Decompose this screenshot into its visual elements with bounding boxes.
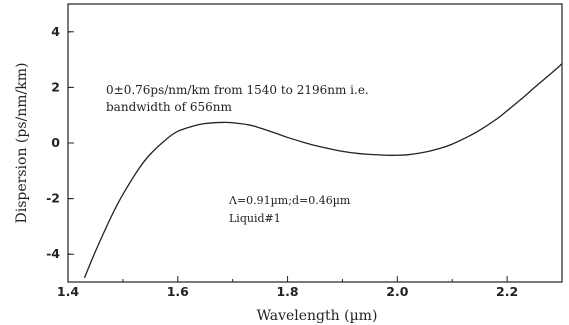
axes <box>67 3 563 283</box>
params-annotation-line-1: Λ=0.91µm;d=0.46µm <box>228 194 351 207</box>
plot-frame <box>67 3 563 283</box>
x-tick-label: 1.6 <box>167 284 189 299</box>
bandwidth-annotation-line-1: 0±0.76ps/nm/km from 1540 to 2196nm i.e. <box>106 83 369 97</box>
series-line-0 <box>83 63 563 279</box>
params-annotation-line-2: Liquid#1 <box>229 212 281 225</box>
y-tick-label: 0 <box>51 135 60 150</box>
x-axis-title: Wavelength (µm) <box>257 308 378 324</box>
y-tick-label: 2 <box>51 79 60 94</box>
y-tick-label: -2 <box>46 191 60 206</box>
x-tick-label: 1.8 <box>276 284 298 299</box>
x-tick-label: 2.0 <box>386 284 408 299</box>
y-tick-label: -4 <box>46 246 60 261</box>
x-tick-label: 1.4 <box>57 284 79 299</box>
bandwidth-annotation-line-2: bandwidth of 656nm <box>106 100 233 114</box>
y-tick-label: 4 <box>51 24 60 39</box>
y-axis-title: Dispersion (ps/nm/km) <box>14 63 30 224</box>
x-tick-label: 2.2 <box>496 284 518 299</box>
ticks: 1.4 1.6 1.8 2.0 2.2 -4 -2 0 2 4 <box>46 24 518 299</box>
series-layer <box>83 63 563 279</box>
